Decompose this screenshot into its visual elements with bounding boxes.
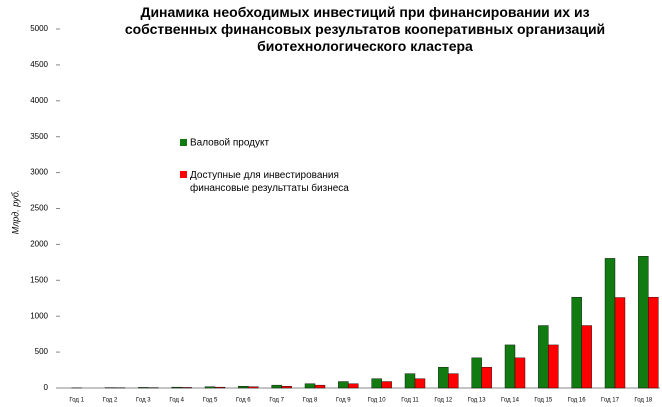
x-tick-label: Год 1 [69, 398, 84, 404]
legend-label: Доступные для инвестирования финансовые р… [190, 170, 349, 194]
x-tick-label: Год 15 [534, 398, 553, 404]
legend-swatch [180, 171, 187, 178]
x-tick-label: Год 18 [634, 398, 653, 404]
y-tick-label: 1000 [30, 311, 48, 320]
bar [638, 256, 649, 389]
bar [414, 378, 426, 389]
bar [448, 373, 459, 389]
bar [438, 366, 449, 389]
bar [271, 384, 282, 389]
x-tick-label: Год 10 [368, 398, 387, 404]
x-tick-label: Год 9 [336, 398, 351, 404]
x-tick-label: Год 8 [303, 398, 318, 404]
x-tick-label: Год 3 [136, 398, 151, 404]
y-tick-label: 2500 [30, 204, 48, 213]
x-tick-label: Год 4 [169, 398, 184, 404]
bar [314, 384, 326, 389]
x-tick-label: Год 6 [236, 398, 251, 404]
bar [538, 325, 549, 389]
x-tick-label: Год 14 [501, 398, 520, 404]
x-tick-label: Год 7 [269, 398, 284, 404]
bar [604, 258, 616, 389]
bar [648, 296, 659, 389]
bar [581, 325, 592, 389]
x-tick-label: Год 11 [401, 398, 419, 404]
y-tick-label: 4000 [30, 96, 48, 105]
bar [248, 386, 259, 389]
legend-swatch [180, 139, 187, 146]
bar [404, 373, 416, 389]
bar [371, 378, 382, 389]
bar [514, 357, 526, 389]
y-tick-label: 3000 [30, 168, 48, 177]
bar [614, 297, 626, 389]
y-tick-label: 0 [44, 383, 49, 392]
legend-label: Валовой продукт [190, 138, 270, 149]
y-tick-label: 3500 [30, 132, 48, 141]
bar [504, 344, 516, 389]
y-tick-label: 5000 [30, 24, 48, 33]
y-tick-label: 500 [35, 347, 49, 356]
bar [238, 386, 249, 389]
bar [481, 366, 492, 389]
y-tick-label: 1500 [30, 275, 48, 284]
bar [348, 383, 359, 389]
y-axis-label: Млрд. руб. [10, 190, 20, 235]
bar [214, 386, 226, 389]
bar [571, 296, 582, 389]
bar [181, 387, 192, 389]
y-tick-label: 4500 [30, 60, 48, 69]
bar [138, 387, 149, 389]
x-tick-label: Год 13 [468, 398, 487, 404]
x-tick-label: Год 17 [601, 398, 620, 404]
x-tick-label: Год 5 [203, 398, 218, 404]
bar [171, 386, 182, 389]
bar [381, 381, 392, 389]
chart-title: Динамика необходимых инвестиций при фина… [125, 4, 605, 54]
bar [304, 383, 316, 389]
bar [338, 381, 349, 389]
y-tick-label: 2000 [30, 240, 48, 249]
bar [281, 386, 292, 389]
bar [204, 386, 216, 389]
bar [548, 344, 559, 389]
x-tick-label: Год 16 [568, 398, 587, 404]
x-tick-label: Год 2 [103, 398, 118, 404]
x-tick-label: Год 12 [434, 398, 453, 404]
bar [471, 357, 482, 389]
